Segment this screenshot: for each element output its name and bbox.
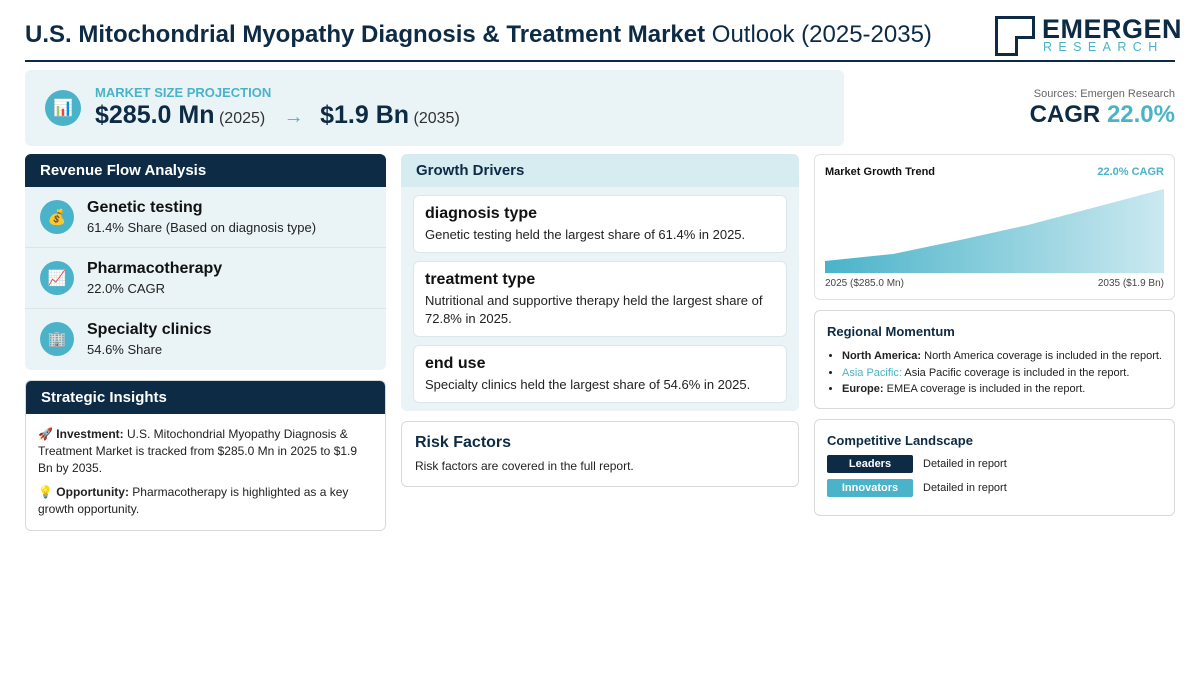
sources-text: Sources: Emergen Research [1033,88,1175,100]
trend-start-label: 2025 ($285.0 Mn) [825,278,904,289]
driver-text: Genetic testing held the largest share o… [425,227,746,242]
region-text: Asia Pacific coverage is included in the… [904,366,1130,379]
revenue-item: 🏢 Specialty clinics 54.6% Share [25,309,386,370]
region-text: EMEA coverage is included in the report. [886,383,1086,395]
page-title-bold: U.S. Mitochondrial Myopathy Diagnosis & … [25,21,706,48]
revenue-item-title: Genetic testing [87,199,203,216]
building-icon: 🏢 [40,322,74,356]
trend-end-label: 2035 ($1.9 Bn) [1097,278,1164,289]
revenue-item: 📈 Pharmacotherapy 22.0% CAGR [25,248,386,309]
opportunity-insight: 💡 Opportunity: Pharmacotherapy is highli… [38,484,373,518]
projection-label: MARKET SIZE PROJECTION [95,85,272,100]
competitive-landscape-title: Competitive Landscape [827,433,973,448]
region-item: North America: North America coverage is… [842,348,1168,365]
region-name: North America: [842,350,922,362]
strategic-insights-title: Strategic Insights [26,381,385,414]
end-year: (2035) [413,110,460,127]
region-item: Europe: EMEA coverage is included in the… [842,381,1168,398]
opportunity-label: Opportunity: [56,485,129,499]
driver-text: Nutritional and supportive therapy held … [425,293,763,326]
region-item: Asia Pacific: Asia Pacific coverage is i… [842,365,1168,382]
opportunity-text: Pharmacotherapy is highlighted as a key … [38,485,349,516]
cagr-headline: CAGR 22.0% [1030,101,1175,129]
investment-text: U.S. Mitochondrial Myopathy Diagnosis & … [38,427,358,475]
bar-chart-icon: 📊 [45,90,81,126]
arrow-right-icon: → [283,106,304,128]
driver-card: end use Specialty clinics held the large… [413,345,787,403]
growth-drivers-title: Growth Drivers [401,154,799,187]
region-name: Asia Pacific: [842,366,902,379]
logo-sub: RESEARCH [1043,40,1164,54]
revenue-item-title: Pharmacotherapy [87,260,223,277]
innovators-badge[interactable]: Innovators [827,479,913,497]
page-title-rest: Outlook (2025-2035) [711,21,932,48]
lightbulb-icon: 💡 [38,485,53,499]
regional-momentum-title: Regional Momentum [827,324,955,339]
risk-factors-title: Risk Factors [415,434,512,451]
start-value: $285.0 Mn [95,101,215,129]
cagr-label: CAGR [1029,101,1101,128]
insights-body: 🚀 Investment: U.S. Mitochondrial Myopath… [26,414,385,518]
investment-insight: 🚀 Investment: U.S. Mitochondrial Myopath… [38,426,373,477]
revenue-item-sub: 54.6% Share [87,342,163,357]
revenue-item-title: Specialty clinics [87,321,212,338]
region-name: Europe: [842,383,884,395]
regional-list: North America: North America coverage is… [842,348,1168,398]
page-title: U.S. Mitochondrial Myopathy Diagnosis & … [25,21,932,49]
leaders-badge[interactable]: Leaders [827,455,913,473]
growth-drivers-panel: Growth Drivers diagnosis type Genetic te… [401,154,799,411]
market-growth-trend-card: Market Growth Trend 22.0% CAGR 2025 ($28… [814,154,1175,300]
driver-card: diagnosis type Genetic testing held the … [413,195,787,253]
trend-area-graphic [825,189,1164,273]
trend-up-icon: 📈 [40,261,74,295]
revenue-flow-panel: Revenue Flow Analysis 💰 Genetic testing … [25,154,386,370]
competitive-row: Leaders Detailed in report [827,455,1007,473]
driver-title: diagnosis type [425,205,538,222]
logo-name: EMERGEN [1042,14,1183,44]
regional-momentum-card: Regional Momentum North America: North A… [814,310,1175,409]
competitive-row: Innovators Detailed in report [827,479,1007,497]
strategic-insights-panel: Strategic Insights 🚀 Investment: U.S. Mi… [25,380,386,531]
competitive-row-text: Detailed in report [923,458,1007,470]
driver-title: treatment type [425,271,536,288]
emergen-logo[interactable]: EMERGEN RESEARCH [995,14,1182,56]
competitive-row-text: Detailed in report [923,482,1007,494]
projection-values: $285.0 Mn (2025) → $1.9 Bn (2035) [95,101,460,130]
trend-title: Market Growth Trend [825,166,936,178]
competitive-landscape-card: Competitive Landscape Leaders Detailed i… [814,419,1175,516]
risk-factors-panel: Risk Factors Risk factors are covered in… [401,421,799,487]
revenue-flow-title: Revenue Flow Analysis [25,154,386,187]
driver-title: end use [425,355,486,372]
start-year: (2025) [218,110,266,127]
revenue-item: 💰 Genetic testing 61.4% Share (Based on … [25,187,386,248]
driver-text: Specialty clinics held the largest share… [425,377,751,392]
trend-cagr: 22.0% CAGR [1097,166,1164,178]
market-size-projection: 📊 MARKET SIZE PROJECTION $285.0 Mn (2025… [25,70,844,146]
cagr-value: 22.0% [1106,101,1175,128]
money-bag-icon: 💰 [40,200,74,234]
driver-card: treatment type Nutritional and supportiv… [413,261,787,337]
revenue-item-sub: 61.4% Share (Based on diagnosis type) [87,220,317,235]
risk-factors-text: Risk factors are covered in the full rep… [415,459,634,473]
rocket-icon: 🚀 [38,427,53,441]
region-text: North America coverage is included in th… [924,350,1162,362]
trend-area [825,189,1164,273]
end-value: $1.9 Bn [320,101,410,129]
page-header: U.S. Mitochondrial Myopathy Diagnosis & … [25,12,1182,62]
investment-label: Investment: [56,427,124,441]
revenue-item-sub: 22.0% CAGR [87,281,166,296]
logo-mark-icon [995,16,1035,56]
